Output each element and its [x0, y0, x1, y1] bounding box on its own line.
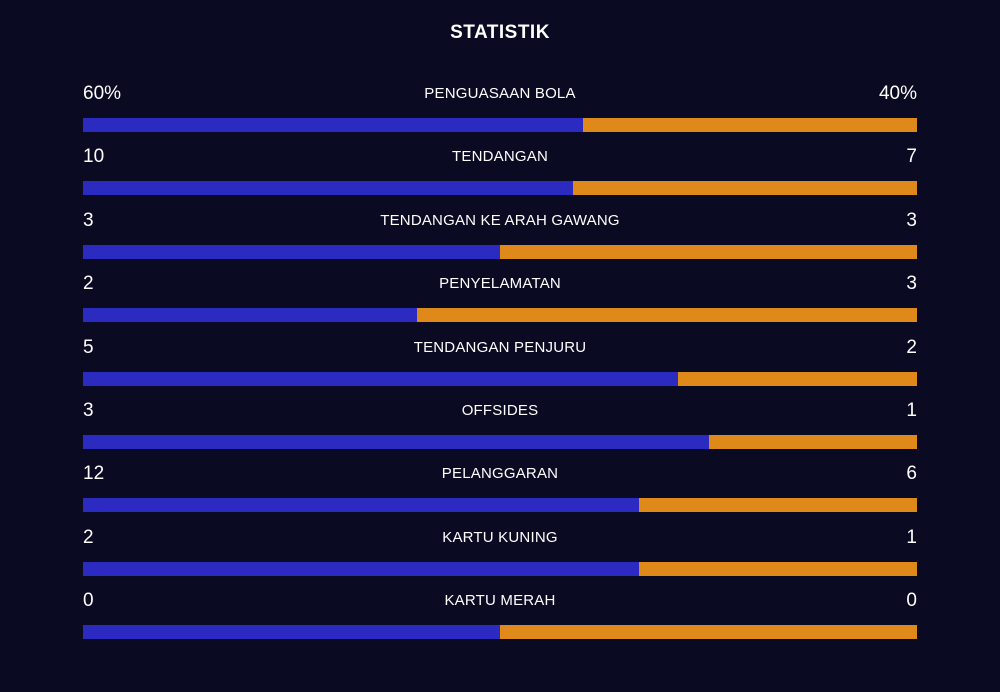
- stat-row-shots: 10 TENDANGAN 7: [83, 143, 917, 206]
- home-value: 3: [83, 399, 94, 421]
- stat-label: OFFSIDES: [461, 401, 539, 419]
- comparison-bar: [83, 308, 917, 323]
- stat-label: KARTU MERAH: [444, 592, 556, 610]
- comparison-bar: [83, 561, 917, 576]
- away-value: 1: [906, 526, 917, 548]
- away-bar-segment: [708, 434, 917, 449]
- stat-row-shots-on-target: 3 TENDANGAN KE ARAH GAWANG 3: [83, 207, 917, 270]
- away-bar-segment: [583, 118, 917, 132]
- away-value: 1: [906, 399, 917, 421]
- home-bar-segment: [83, 244, 500, 259]
- stat-label: KARTU KUNING: [442, 528, 558, 546]
- home-bar-segment: [83, 181, 574, 196]
- away-value: 0: [906, 590, 917, 612]
- home-value: 5: [83, 336, 94, 358]
- home-value: 12: [83, 463, 105, 485]
- stat-label: PENYELAMATAN: [439, 275, 561, 293]
- comparison-bar: [83, 118, 917, 132]
- stat-label: TENDANGAN KE ARAH GAWANG: [380, 211, 620, 229]
- home-bar-segment: [83, 434, 709, 449]
- stats-list: 60% PENGUASAAN BOLA 40% 10 TENDANGAN 7 3…: [83, 80, 917, 651]
- away-value: 3: [906, 209, 917, 231]
- away-bar-segment: [500, 625, 917, 640]
- away-bar-segment: [639, 498, 917, 513]
- away-value: 3: [906, 273, 917, 295]
- comparison-bar: [83, 625, 917, 640]
- away-value: 7: [906, 146, 917, 168]
- stats-title: STATISTIK: [450, 22, 550, 43]
- away-bar-segment: [573, 181, 917, 196]
- away-value: 2: [906, 336, 917, 358]
- away-value: 40%: [878, 83, 917, 104]
- stat-label: PELANGGARAN: [441, 465, 559, 483]
- home-value: 3: [83, 209, 94, 231]
- home-bar-segment: [83, 625, 500, 640]
- stat-row-saves: 2 PENYELAMATAN 3: [83, 270, 917, 333]
- stat-row-possession: 60% PENGUASAAN BOLA 40%: [83, 80, 917, 143]
- home-value: 10: [83, 146, 105, 168]
- stat-row-offsides: 3 OFFSIDES 1: [83, 397, 917, 460]
- home-bar-segment: [83, 498, 640, 513]
- stat-label: PENGUASAAN BOLA: [424, 85, 576, 102]
- stat-label: TENDANGAN: [452, 148, 548, 166]
- stat-row-red-cards: 0 KARTU MERAH 0: [83, 587, 917, 650]
- comparison-bar: [83, 371, 917, 386]
- stat-row-yellow-cards: 2 KARTU KUNING 1: [83, 524, 917, 587]
- comparison-bar: [83, 181, 917, 196]
- comparison-bar: [83, 434, 917, 449]
- home-bar-segment: [83, 371, 679, 386]
- stat-row-fouls: 12 PELANGGARAN 6: [83, 460, 917, 523]
- comparison-bar: [83, 498, 917, 513]
- away-bar-segment: [500, 244, 917, 259]
- home-value: 60%: [83, 83, 122, 104]
- away-bar-segment: [416, 308, 917, 323]
- home-bar-segment: [83, 118, 584, 132]
- home-value: 2: [83, 526, 94, 548]
- home-value: 0: [83, 590, 94, 612]
- away-value: 6: [906, 463, 917, 485]
- comparison-bar: [83, 244, 917, 259]
- home-bar-segment: [83, 561, 640, 576]
- away-bar-segment: [639, 561, 917, 576]
- stat-row-corners: 5 TENDANGAN PENJURU 2: [83, 334, 917, 397]
- stat-label: TENDANGAN PENJURU: [413, 338, 587, 356]
- away-bar-segment: [678, 371, 917, 386]
- home-bar-segment: [83, 308, 417, 323]
- home-value: 2: [83, 273, 94, 295]
